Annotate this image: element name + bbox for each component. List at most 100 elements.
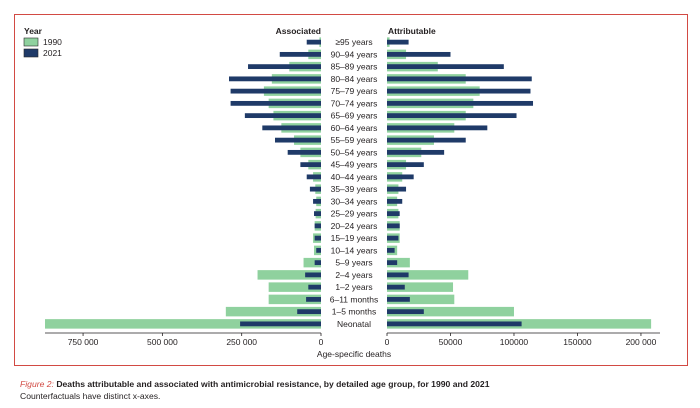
figure-subcaption: Counterfactuals have distinct x-axes.	[20, 391, 160, 402]
category-label-50-54-years: 50–54 years	[331, 147, 378, 157]
category-label-85-89-years: 85–89 years	[331, 62, 378, 72]
bar-left-2021-neonatal	[240, 321, 321, 327]
bar-right-1990-1-5-months	[387, 306, 514, 317]
bar-right-2021-65-69-years	[387, 113, 517, 119]
bar-left-2021-25-29-years	[314, 211, 321, 217]
bar-left-2021-10-14-years	[316, 247, 321, 253]
category-label-neonatal: Neonatal	[337, 319, 371, 329]
category-label-30-34-years: 30–34 years	[331, 196, 378, 206]
bar-right-2021-6-11-months	[387, 296, 410, 302]
bar-right-2021-1-5-months	[387, 309, 424, 315]
x-tick-label-left-0: 0	[319, 337, 324, 347]
bar-right-2021-55-59-years	[387, 137, 466, 143]
x-tick-label-right-100000: 100000	[500, 337, 529, 347]
bar-left-1990-1-2-years	[268, 282, 321, 292]
bar-right-2021-75-79-years	[387, 88, 531, 94]
x-tick-label-left-500000: 500 000	[147, 337, 178, 347]
bar-right-1990-5-9-years	[387, 257, 410, 268]
bar-right-2021-15-19-years	[387, 235, 399, 241]
legend-swatch-2021	[23, 48, 39, 58]
bar-right-2021-5-9-years	[387, 260, 398, 266]
category-label-75-79-years: 75–79 years	[331, 86, 378, 96]
x-tick-label-left-750000: 750 000	[68, 337, 99, 347]
category-label-1-2-years: 1–2 years	[335, 282, 372, 292]
bar-right-2021-30-34-years	[387, 198, 403, 204]
bar-right-2021-50-54-years	[387, 149, 445, 155]
legend-label-2021: 2021	[43, 48, 62, 58]
category-labels: ≥95 years 90–94 years 85–89 years 80–84 yea…	[330, 37, 379, 329]
bar-right-2021-20-24-years	[387, 223, 400, 229]
bar-right-2021-1-2-years	[387, 284, 405, 290]
bar-left-2021-40-44-years	[306, 174, 321, 180]
bar-left-2021-15-19-years	[314, 235, 321, 241]
bar-left-2021-35-39-years	[309, 186, 321, 192]
legend-swatch-1990	[23, 37, 39, 47]
bar-left-1990-6-11-months	[268, 294, 321, 305]
category-label-95-years: ≥95 years	[335, 37, 372, 47]
bar-left-2021-1-2-years	[308, 284, 321, 290]
bar-left-2021-45-49-years	[300, 162, 321, 168]
x-tick-label-right-200000: 200 000	[626, 337, 657, 347]
bar-left-2021-2-4-years	[305, 272, 321, 278]
x-tick-label-left-250000: 250 000	[226, 337, 257, 347]
x-tick-label-right-0: 0	[385, 337, 390, 347]
bar-left-2021-95-years	[306, 39, 321, 45]
category-label-6-11-months: 6–11 months	[330, 294, 379, 304]
bar-right-1990-1-2-years	[387, 282, 454, 292]
bar-right-2021-95-years	[387, 39, 409, 45]
bar-right-1990-2-4-years	[387, 270, 469, 280]
bar-right-2021-neonatal	[387, 321, 522, 327]
bar-left-2021-5-9-years	[314, 260, 321, 266]
bar-right-2021-70-74-years	[387, 100, 534, 106]
bar-left-2021-90-94-years	[279, 51, 321, 57]
figure-label: Figure 2:	[20, 379, 54, 389]
bar-left-2021-50-54-years	[287, 149, 321, 155]
category-label-60-64-years: 60–64 years	[331, 123, 378, 133]
category-label-90-94-years: 90–94 years	[331, 49, 378, 59]
bar-left-2021-30-34-years	[313, 198, 321, 204]
bar-left-2021-75-79-years	[230, 88, 321, 94]
x-tick-label-right-150000: 150000	[563, 337, 592, 347]
bar-right-2021-90-94-years	[387, 51, 451, 57]
x-tick-label-right-50000: 50000	[439, 337, 463, 347]
bar-left-2021-55-59-years	[275, 137, 321, 143]
bar-right-2021-35-39-years	[387, 186, 407, 192]
bar-left-2021-65-69-years	[244, 113, 321, 119]
bar-right-2021-2-4-years	[387, 272, 409, 278]
bar-left-2021-60-64-years	[262, 125, 321, 131]
category-label-10-14-years: 10–14 years	[331, 245, 378, 255]
bar-left-1990-2-4-years	[257, 270, 321, 280]
category-label-70-74-years: 70–74 years	[331, 98, 378, 108]
bar-left-2021-20-24-years	[314, 223, 321, 229]
bar-right-2021-60-64-years	[387, 125, 488, 131]
category-label-5-9-years: 5–9 years	[335, 258, 372, 268]
bar-left-2021-85-89-years	[248, 64, 321, 70]
bar-right-1990-6-11-months	[387, 294, 455, 305]
bar-left-2021-6-11-months	[306, 296, 321, 302]
figure-caption: Figure 2: Deaths attributable and associ…	[20, 379, 489, 390]
bar-right-2021-25-29-years	[387, 211, 400, 217]
category-label-65-69-years: 65–69 years	[331, 111, 378, 121]
bar-right-2021-10-14-years	[387, 247, 395, 253]
bars-layer	[45, 37, 652, 329]
bar-left-1990-neonatal	[45, 319, 321, 329]
category-label-25-29-years: 25–29 years	[331, 209, 378, 219]
category-label-15-19-years: 15–19 years	[331, 233, 378, 243]
category-label-45-49-years: 45–49 years	[331, 160, 378, 170]
category-label-35-39-years: 35–39 years	[331, 184, 378, 194]
category-label-20-24-years: 20–24 years	[331, 221, 378, 231]
bar-right-2021-80-84-years	[387, 76, 532, 82]
bar-left-1990-1-5-months	[225, 306, 321, 317]
figure-frame	[14, 14, 688, 366]
bar-right-2021-45-49-years	[387, 162, 424, 168]
bar-left-2021-70-74-years	[230, 100, 321, 106]
category-label-80-84-years: 80–84 years	[331, 74, 378, 84]
x-axis-label: Age-specific deaths	[317, 349, 391, 359]
figure-subtitle: Counterfactuals have distinct x-axes.	[20, 391, 161, 401]
axes-layer: 750 000 500 000 250 000 0 0 50000 100000 150000…	[45, 332, 660, 347]
bar-left-2021-1-5-months	[297, 309, 321, 315]
bar-right-2021-40-44-years	[387, 174, 414, 180]
legend-title: Year	[24, 26, 43, 36]
category-label-1-5-months: 1–5 months	[332, 307, 376, 317]
